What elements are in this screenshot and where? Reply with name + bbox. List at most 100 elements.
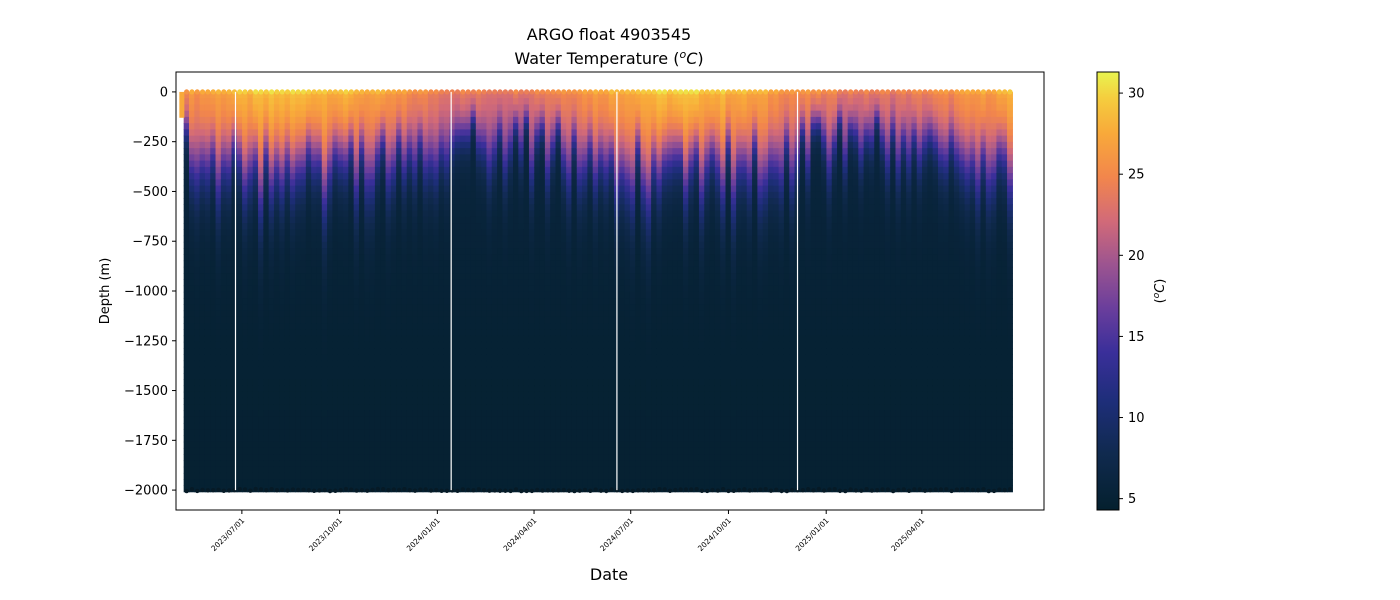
profile-cell	[481, 191, 488, 199]
profile-cell	[507, 191, 514, 199]
profile-cell	[194, 273, 201, 280]
bottom-point	[237, 486, 242, 492]
profile-cell	[263, 316, 270, 324]
profile-cell	[534, 160, 541, 168]
profile-cell	[438, 348, 445, 355]
profile-cell	[491, 185, 498, 193]
profile-cell	[183, 266, 190, 274]
profile-cell	[571, 397, 578, 405]
profile-cell	[380, 335, 387, 343]
profile-cell	[247, 460, 254, 468]
profile-cell	[534, 447, 541, 455]
profile-cell	[412, 116, 418, 124]
profile-cell	[364, 129, 371, 137]
profile-cell	[465, 148, 472, 155]
profile-cell	[348, 185, 355, 193]
profile-cell	[332, 454, 339, 462]
profile-cell	[497, 429, 503, 437]
profile-cell	[236, 329, 243, 337]
profile-cell	[295, 341, 302, 349]
profile-cell	[242, 260, 249, 268]
profile-cell	[380, 422, 387, 430]
profile-cell	[433, 310, 440, 318]
profile-cell	[385, 160, 392, 168]
profile-cell	[199, 435, 206, 443]
profile-cell	[369, 341, 376, 349]
profile-cell	[236, 466, 243, 474]
profile-cell	[380, 135, 387, 143]
profile-cell	[475, 479, 482, 487]
profile-cell	[417, 98, 424, 106]
profile-cell	[327, 110, 334, 118]
profile-cell	[358, 416, 365, 424]
profile-cell	[417, 285, 424, 293]
profile-cell	[268, 123, 275, 130]
profile-cell	[252, 179, 259, 187]
profile-cell	[560, 391, 567, 399]
profile-cell	[449, 154, 456, 162]
profile-cell	[544, 354, 551, 362]
profile-cell	[550, 298, 557, 305]
profile-cell	[289, 148, 296, 155]
profile-cell	[311, 198, 318, 205]
profile-cell	[459, 98, 466, 106]
profile-cell	[513, 310, 519, 318]
profile-cell	[268, 248, 275, 255]
profile-cell	[369, 129, 376, 137]
profile-cell	[311, 241, 318, 249]
profile-cell	[327, 129, 334, 137]
profile-cell	[300, 466, 307, 474]
profile-cell	[544, 360, 551, 368]
profile-cell	[199, 466, 206, 474]
profile-cell	[401, 210, 408, 218]
profile-cell	[188, 273, 195, 280]
profile-cell	[417, 191, 424, 199]
profile-cell	[560, 123, 567, 130]
profile-cell	[188, 335, 195, 343]
profile-cell	[220, 366, 227, 374]
profile-cell	[438, 235, 445, 243]
profile-cell	[465, 129, 472, 137]
profile-cell	[188, 91, 195, 99]
profile-cell	[215, 285, 222, 293]
profile-cell	[231, 379, 238, 387]
profile-cell	[252, 204, 259, 212]
profile-cell	[560, 310, 567, 318]
profile-cell	[428, 179, 434, 187]
profile-cell	[528, 354, 535, 362]
profile-cell	[502, 154, 509, 162]
profile-cell	[348, 229, 355, 237]
profile-cell	[449, 360, 456, 368]
profile-cell	[268, 379, 275, 387]
profile-cell	[364, 422, 371, 430]
profile-cell	[550, 273, 557, 280]
profile-cell	[199, 210, 206, 218]
profile-cell	[353, 341, 360, 349]
profile-cell	[534, 198, 541, 205]
profile-cell	[311, 154, 318, 162]
profile-cell	[481, 316, 488, 324]
profile-cell	[188, 466, 195, 474]
profile-cell	[390, 416, 397, 424]
surface-point	[348, 89, 354, 95]
bottom-point	[423, 487, 428, 492]
profile-cell	[513, 223, 519, 230]
profile-cell	[385, 360, 392, 368]
profile-cell	[231, 166, 238, 174]
profile-cell	[438, 116, 445, 124]
profile-cell	[247, 335, 254, 343]
profile-cell	[226, 397, 233, 405]
profile-cell	[226, 335, 233, 343]
profile-cell	[566, 279, 573, 287]
profile-cell	[396, 129, 403, 137]
profile-cell	[438, 454, 445, 462]
profile-cell	[428, 304, 434, 312]
profile-cell	[263, 472, 270, 480]
profile-column	[443, 89, 450, 494]
profile-cell	[560, 129, 567, 137]
profile-cell	[316, 391, 323, 399]
profile-cell	[406, 160, 413, 168]
profile-cell	[497, 379, 503, 387]
profile-cell	[502, 266, 509, 274]
profile-cell	[263, 441, 270, 449]
